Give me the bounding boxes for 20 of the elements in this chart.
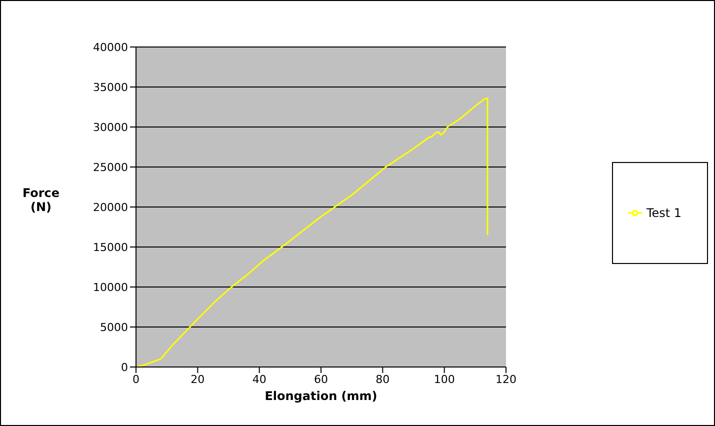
y-tick-label: 20000	[93, 200, 128, 214]
x-tick-label: 80	[376, 372, 390, 386]
x-tick-label: 20	[190, 372, 205, 386]
y-axis-title: Force (N)	[21, 186, 61, 214]
y-tick-label: 30000	[93, 120, 128, 134]
y-tick-label: 0	[121, 360, 128, 374]
x-tick-label: 60	[314, 372, 328, 386]
y-tick-label: 10000	[93, 280, 128, 294]
x-tick-label: 120	[496, 372, 516, 386]
x-tick-label: 100	[434, 372, 455, 386]
y-tick-label: 25000	[93, 160, 128, 174]
y-tick-label: 5000	[100, 320, 128, 334]
x-tick-label: 40	[252, 372, 266, 386]
x-tick-label: 0	[132, 372, 140, 386]
y-tick-label: 35000	[93, 80, 128, 94]
x-axis-title: Elongation (mm)	[264, 389, 378, 403]
y-tick-label: 15000	[93, 240, 128, 254]
line-series	[136, 97, 488, 367]
y-tick-label: 40000	[93, 40, 128, 54]
legend-label: Test 1	[646, 206, 682, 220]
